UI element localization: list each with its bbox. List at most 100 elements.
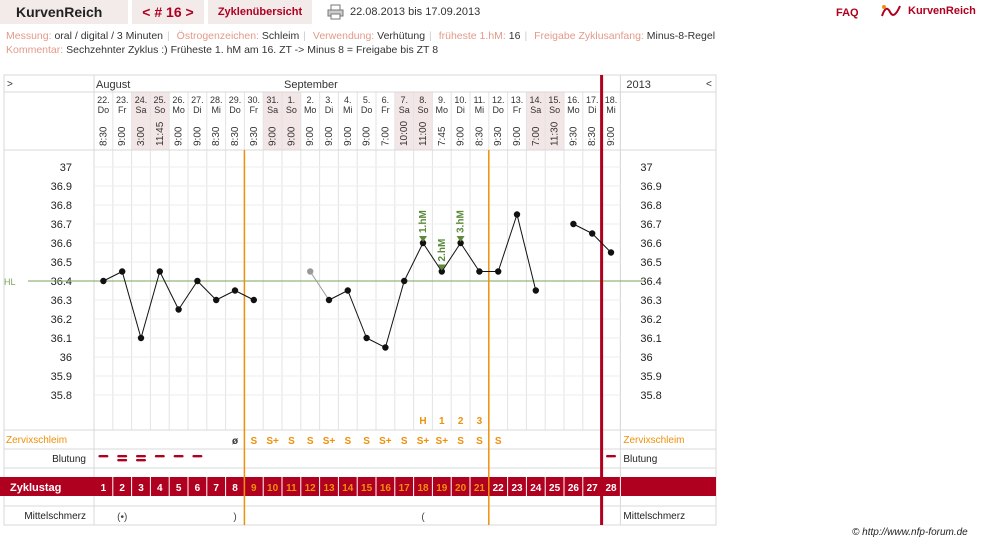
day-date: 6. xyxy=(382,95,390,105)
measure-time: 11:30 xyxy=(550,121,561,146)
hm-label: 3.hM xyxy=(456,210,467,233)
bleeding-mark xyxy=(154,455,165,458)
cycle-navigator[interactable]: < # 16 > xyxy=(132,0,204,24)
logo-icon xyxy=(881,5,901,17)
nav-prev-icon[interactable]: > xyxy=(7,79,13,90)
day-weekday: Sa xyxy=(267,105,278,115)
temp-point xyxy=(607,249,615,256)
nav-next-icon[interactable]: < xyxy=(706,79,712,90)
temp-line-segment xyxy=(384,280,405,348)
separator: | xyxy=(429,30,432,42)
copyright: © http://www.nfp-forum.de xyxy=(852,527,968,538)
measure-time: 9:00 xyxy=(268,126,279,146)
measure-time: 8:30 xyxy=(211,126,222,146)
meta-key: Messung: xyxy=(6,30,52,42)
bleeding-mark xyxy=(136,455,146,458)
mittelschmerz-mark: ) xyxy=(233,512,236,523)
day-date: 3. xyxy=(325,95,333,105)
day-weekday: Mi xyxy=(211,105,221,115)
day-date: 7. xyxy=(400,95,408,105)
meta-key: früheste 1.hM: xyxy=(438,30,506,42)
measure-time: 9:00 xyxy=(174,126,185,146)
hm-marker-icon xyxy=(456,236,465,242)
day-date: 1. xyxy=(288,95,296,105)
y-tick-label-right: 36.6 xyxy=(640,238,661,250)
measure-time: 7:45 xyxy=(437,126,448,146)
temp-point xyxy=(119,268,126,275)
cycle-day-number: 7 xyxy=(213,483,219,494)
day-weekday: Mo xyxy=(172,105,185,115)
temp-line-segment xyxy=(215,290,236,301)
y-tick-label-right: 36.3 xyxy=(640,295,661,307)
temp-point xyxy=(344,287,351,294)
cycle-day-number: 19 xyxy=(436,483,448,494)
measure-time: 9:30 xyxy=(249,126,260,146)
cervix-mark: S xyxy=(457,436,464,447)
cycle-day-number: 12 xyxy=(305,483,317,494)
measure-time: 9:00 xyxy=(512,126,523,146)
weekend-shade xyxy=(545,92,564,150)
day-weekday: Do xyxy=(492,105,504,115)
day-weekday: So xyxy=(286,105,297,115)
y-tick-label: 36.5 xyxy=(51,257,72,269)
comment-value: Sechzehnter Zyklus :) Früheste 1. hM am … xyxy=(66,44,439,56)
day-date: 28. xyxy=(210,95,223,105)
measure-time: 8:30 xyxy=(474,126,485,146)
cycle-day-number: 24 xyxy=(530,483,542,494)
day-date: 22. xyxy=(97,95,110,105)
temp-point xyxy=(419,239,427,247)
logo[interactable]: KurvenReich xyxy=(880,2,976,22)
day-weekday: Mo xyxy=(304,105,317,115)
app-title: KurvenReich xyxy=(0,0,128,24)
cycle-day-number: 5 xyxy=(176,483,182,494)
day-weekday: Sa xyxy=(530,105,541,115)
cervix-mark: S+ xyxy=(417,436,430,447)
cycle-day-number: 15 xyxy=(361,483,373,494)
temp-point xyxy=(438,268,445,275)
measure-time: 7:00 xyxy=(531,126,542,146)
faq-link[interactable]: FAQ xyxy=(836,7,859,19)
measure-time: 7:00 xyxy=(380,126,391,146)
temp-line-segment xyxy=(197,280,217,301)
cervix-mark: S xyxy=(495,436,502,447)
day-weekday: Fr xyxy=(381,105,390,115)
y-tick-label-right: 36 xyxy=(640,352,652,364)
earliest-hm-value: 16 xyxy=(508,30,521,42)
y-tick-label-right: 36.5 xyxy=(640,257,661,269)
y-tick-label: 37 xyxy=(60,162,72,174)
cycle-day-number: 25 xyxy=(549,483,561,494)
day-date: 5. xyxy=(363,95,371,105)
y-tick-label: 36.4 xyxy=(51,276,72,288)
temp-point xyxy=(250,296,257,304)
temp-point xyxy=(363,334,370,342)
y-tick-label: 36.6 xyxy=(51,238,72,250)
bleeding-mark xyxy=(117,455,128,458)
weekend-shade xyxy=(413,92,433,150)
bleeding-mark xyxy=(606,455,616,458)
temp-point xyxy=(457,239,464,247)
cervix-mark: S+ xyxy=(436,436,449,447)
day-date: 31. xyxy=(266,95,279,105)
cycle-overview-link[interactable]: Zyklenübersicht xyxy=(208,0,312,24)
temp-line-segment xyxy=(328,290,349,301)
cycle-day-number: 26 xyxy=(568,483,580,494)
comment-key: Kommentar: xyxy=(6,44,64,56)
row-label-cervix: Zervixschleim xyxy=(6,435,67,446)
day-weekday: Di xyxy=(193,105,202,115)
cycle-day-number: 3 xyxy=(138,483,144,494)
row-label-bleeding: Blutung xyxy=(52,454,86,465)
day-weekday: Di xyxy=(325,105,334,115)
day-weekday: Fr xyxy=(118,105,127,115)
print-icon[interactable] xyxy=(327,4,344,20)
y-tick-label: 36.7 xyxy=(51,219,72,231)
cycle-day-band xyxy=(0,477,716,496)
measure-time: 9:30 xyxy=(493,126,504,146)
temp-line-segment xyxy=(366,337,386,348)
day-date: 29. xyxy=(229,95,242,105)
day-weekday: Do xyxy=(361,105,373,115)
measure-time: 9:00 xyxy=(117,126,128,146)
cervix-mark: S xyxy=(476,436,483,447)
cervix-mark: S+ xyxy=(266,436,279,447)
weekend-shade xyxy=(131,92,151,150)
measurement-value: oral / digital / 3 Minuten xyxy=(54,30,164,42)
